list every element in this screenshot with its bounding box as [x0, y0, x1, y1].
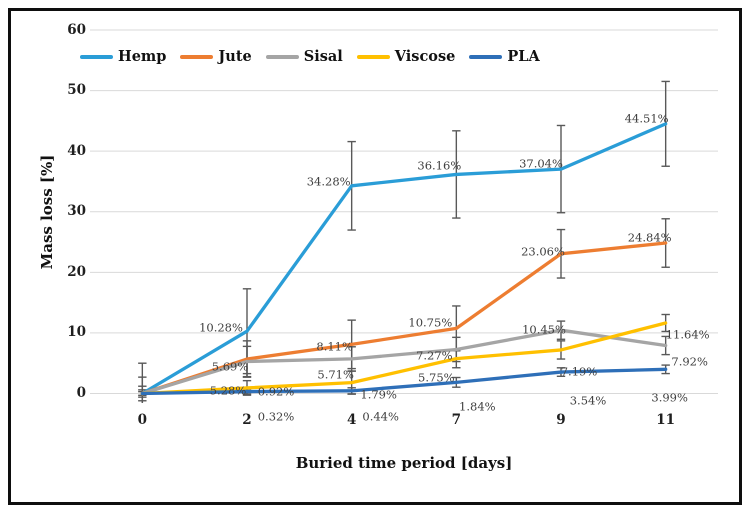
- legend-swatch-jute: [180, 55, 214, 59]
- x-tick-4: 4: [346, 412, 357, 428]
- x-tick-0: 0: [137, 412, 148, 428]
- data-label-sisal-9: 10.45%: [522, 322, 566, 337]
- data-label-sisal-11: 7.92%: [671, 353, 708, 368]
- legend-swatch-viscose: [356, 55, 390, 59]
- legend-label-hemp: Hemp: [118, 47, 167, 65]
- legend-item-jute: Jute: [180, 47, 252, 65]
- y-tick-20: 20: [67, 263, 86, 280]
- x-tick-2: 2: [242, 412, 252, 428]
- data-label-pla-11: 3.99%: [651, 390, 688, 405]
- data-label-hemp-2: 10.28%: [199, 320, 243, 335]
- legend-label-pla: PLA: [507, 47, 540, 65]
- data-label-jute-4: 8.11%: [316, 339, 353, 354]
- legend-item-hemp: Hemp: [80, 47, 167, 65]
- y-tick-0: 0: [76, 385, 86, 401]
- data-label-pla-4: 0.44%: [362, 409, 399, 424]
- y-axis-title: Mass loss [%]: [38, 154, 56, 270]
- data-label-viscose-4: 1.79%: [360, 386, 397, 401]
- y-tick-30: 30: [67, 203, 86, 220]
- data-label-jute-11: 24.84%: [627, 230, 672, 245]
- x-axis-title: Buried time period [days]: [295, 454, 513, 472]
- series-line-hemp: [140, 122, 668, 396]
- x-tick-9: 9: [556, 412, 566, 428]
- data-label-pla-7: 1.84%: [459, 399, 496, 414]
- legend-swatch-pla: [469, 55, 503, 59]
- data-label-jute-2: 5.69%: [211, 359, 249, 374]
- data-label-sisal-4: 5.71%: [317, 367, 354, 382]
- data-label-hemp-11: 44.51%: [624, 111, 669, 126]
- series-line-viscose: [140, 321, 668, 396]
- y-tick-10: 10: [67, 324, 86, 341]
- data-label-viscose-7: 5.75%: [418, 369, 455, 384]
- legend-label-jute: Jute: [218, 47, 252, 65]
- data-label-jute-9: 23.06%: [521, 244, 565, 259]
- legend-item-viscose: Viscose: [356, 47, 456, 65]
- data-label-viscose-2: 0.92%: [257, 384, 295, 399]
- data-label-viscose-11: 11.64%: [665, 327, 710, 342]
- data-label-jute-7: 10.75%: [408, 315, 453, 330]
- y-tick-60: 60: [67, 21, 86, 38]
- legend-swatch-hemp: [80, 55, 113, 59]
- series-line-pla: [140, 367, 668, 396]
- data-label-sisal-2: 5.28%: [209, 382, 247, 397]
- data-label-sisal-7: 7.27%: [416, 348, 453, 363]
- legend-label-viscose: Viscose: [394, 47, 456, 65]
- data-label-hemp-9: 37.04%: [519, 156, 563, 171]
- data-label-viscose-9: 7.19%: [560, 364, 598, 379]
- data-label-pla-9: 3.54%: [569, 393, 607, 408]
- y-tick-50: 50: [67, 82, 86, 99]
- legend-item-sisal: Sisal: [265, 47, 343, 65]
- x-tick-7: 7: [451, 412, 462, 428]
- x-tick-11: 11: [656, 412, 676, 428]
- data-label-pla-2: 0.32%: [257, 408, 295, 423]
- legend-item-pla: PLA: [469, 47, 540, 65]
- data-label-hemp-7: 36.16%: [417, 158, 462, 173]
- y-tick-40: 40: [67, 142, 86, 159]
- legend: Hemp Jute Sisal Viscose PLA: [80, 48, 540, 66]
- series-line-sisal: [140, 328, 668, 396]
- legend-swatch-sisal: [265, 55, 299, 59]
- data-label-hemp-4: 34.28%: [306, 174, 351, 189]
- series-line-jute: [140, 241, 668, 396]
- legend-label-sisal: Sisal: [303, 47, 343, 65]
